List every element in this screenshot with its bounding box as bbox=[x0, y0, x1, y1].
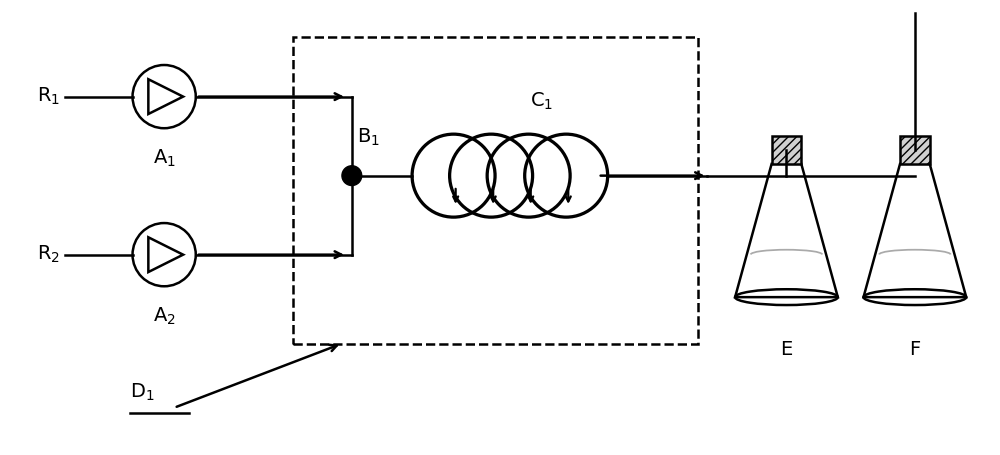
Text: B$_1$: B$_1$ bbox=[357, 126, 380, 148]
Text: E: E bbox=[780, 339, 793, 359]
Text: A$_1$: A$_1$ bbox=[153, 148, 176, 169]
Polygon shape bbox=[772, 136, 801, 164]
Polygon shape bbox=[900, 136, 930, 164]
Text: R$_1$: R$_1$ bbox=[37, 86, 60, 107]
Text: C$_1$: C$_1$ bbox=[530, 91, 553, 112]
Text: F: F bbox=[909, 339, 920, 359]
Text: A$_2$: A$_2$ bbox=[153, 306, 176, 327]
Text: R$_2$: R$_2$ bbox=[37, 244, 60, 265]
Text: D$_1$: D$_1$ bbox=[130, 382, 154, 403]
Circle shape bbox=[342, 166, 362, 186]
Bar bbox=[293, 37, 698, 344]
